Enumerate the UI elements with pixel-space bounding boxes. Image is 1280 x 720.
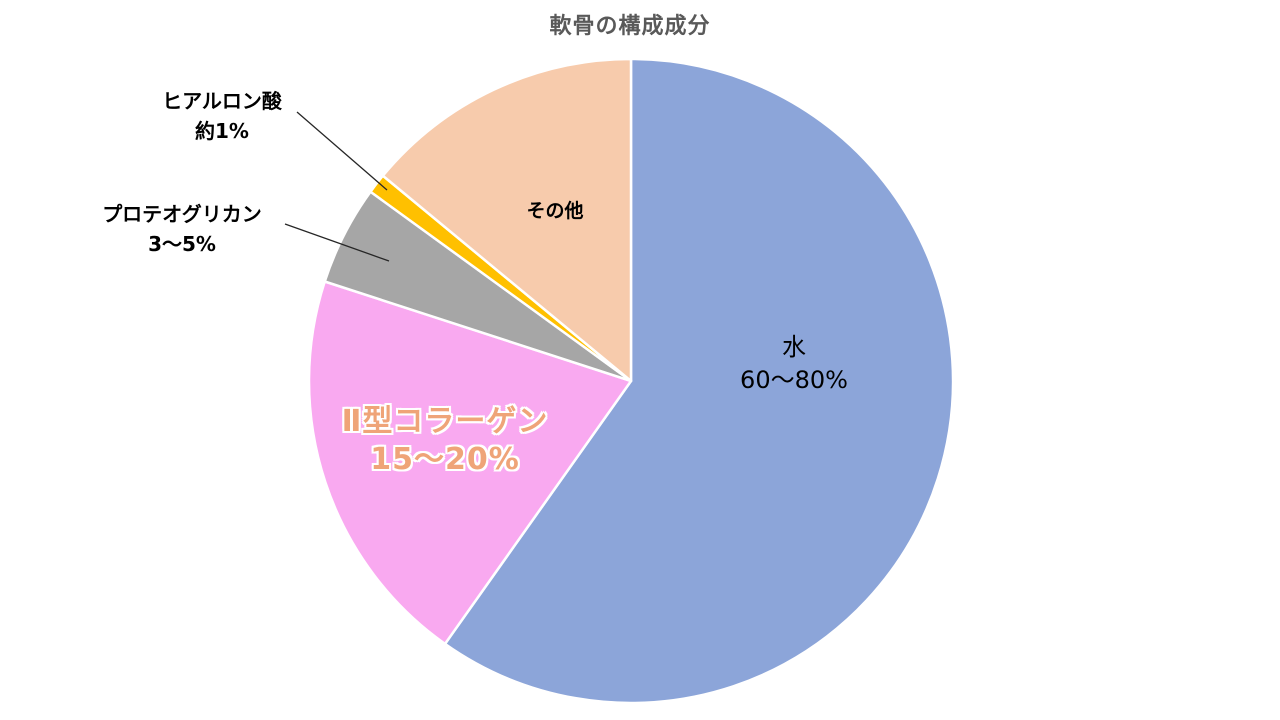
label-hyaluronic-acid: ヒアルロン酸 約1%: [122, 86, 322, 146]
label-water-name: 水: [782, 333, 806, 361]
label-hyaluronic-acid-value: 約1%: [195, 119, 249, 143]
proteoglycan-leader-line: [284, 223, 390, 262]
pie-slice-type2-collagen: [307, 280, 633, 646]
label-water: 水 60〜80%: [694, 331, 894, 397]
label-proteoglycan-value: 3〜5%: [148, 232, 216, 256]
chart-title: 軟骨の構成成分: [549, 14, 711, 39]
label-proteoglycan: プロテオグリカン 3〜5%: [82, 199, 282, 259]
label-proteoglycan-name: プロテオグリカン: [102, 202, 262, 226]
label-type2-collagen-name: Ⅱ型コラーゲン: [341, 404, 549, 439]
label-others: その他: [526, 200, 584, 222]
pie-slice-others: [381, 57, 633, 383]
pie-slice-water: [443, 57, 955, 705]
label-hyaluronic-acid-name: ヒアルロン酸: [162, 89, 282, 113]
label-type2-collagen-value: 15〜20%: [370, 442, 520, 477]
label-type2-collagen: Ⅱ型コラーゲン 15〜20%: [295, 403, 595, 479]
label-water-value: 60〜80%: [740, 366, 848, 394]
hyaluronic-acid-leader-line: [296, 111, 388, 191]
